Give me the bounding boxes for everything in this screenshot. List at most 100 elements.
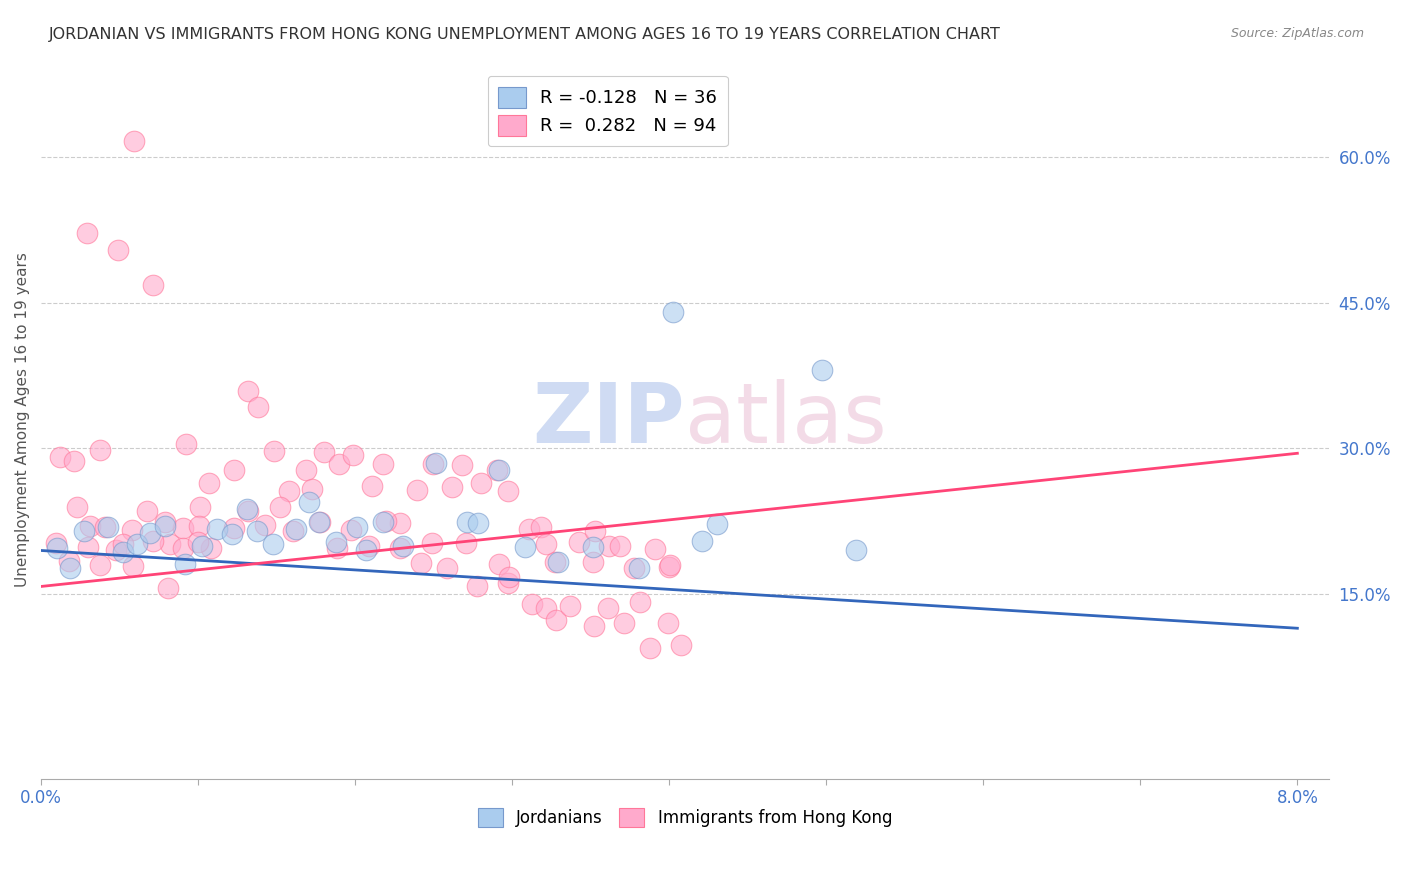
Point <box>269 500 291 514</box>
Point <box>62 454 84 468</box>
Point <box>73 524 96 539</box>
Point <box>657 616 679 631</box>
Point <box>200 541 222 555</box>
Point <box>373 457 395 471</box>
Point <box>89 442 111 457</box>
Point <box>301 483 323 497</box>
Point <box>207 522 229 536</box>
Point <box>441 480 464 494</box>
Point <box>529 520 551 534</box>
Point <box>389 516 412 531</box>
Point <box>547 555 569 569</box>
Point <box>488 557 510 571</box>
Point <box>246 524 269 538</box>
Point <box>312 444 335 458</box>
Point <box>172 521 194 535</box>
Point <box>247 400 270 414</box>
Point <box>76 226 98 240</box>
Point <box>238 384 260 398</box>
Point <box>122 559 145 574</box>
Point <box>456 515 478 529</box>
Point <box>325 541 347 556</box>
Point <box>191 539 214 553</box>
Point <box>405 483 427 498</box>
Point <box>598 539 620 553</box>
Point <box>582 555 605 569</box>
Point <box>391 539 413 553</box>
Point <box>373 515 395 529</box>
Point <box>325 534 347 549</box>
Point <box>285 522 308 536</box>
Point <box>671 639 693 653</box>
Point <box>121 523 143 537</box>
Text: JORDANIAN VS IMMIGRANTS FROM HONG KONG UNEMPLOYMENT AMONG AGES 16 TO 19 YEARS CO: JORDANIAN VS IMMIGRANTS FROM HONG KONG U… <box>49 27 1001 42</box>
Point <box>583 524 606 538</box>
Point <box>515 540 537 554</box>
Point <box>534 537 557 551</box>
Y-axis label: Unemployment Among Ages 16 to 19 years: Unemployment Among Ages 16 to 19 years <box>15 252 30 587</box>
Point <box>623 561 645 575</box>
Point <box>153 515 176 529</box>
Point <box>644 542 666 557</box>
Point <box>236 504 259 518</box>
Point <box>59 560 82 574</box>
Point <box>409 557 432 571</box>
Point <box>308 515 330 529</box>
Point <box>188 500 211 514</box>
Point <box>522 597 544 611</box>
Point <box>613 615 636 630</box>
Point <box>46 541 69 555</box>
Point <box>454 536 477 550</box>
Point <box>361 479 384 493</box>
Point <box>45 536 67 550</box>
Point <box>470 476 492 491</box>
Point <box>374 515 396 529</box>
Point <box>122 134 145 148</box>
Text: ZIP: ZIP <box>533 379 685 459</box>
Point <box>105 543 128 558</box>
Point <box>496 576 519 591</box>
Point <box>534 601 557 615</box>
Point <box>77 541 100 555</box>
Point <box>283 524 305 538</box>
Point <box>628 561 651 575</box>
Point <box>155 519 177 533</box>
Point <box>486 462 509 476</box>
Point <box>425 456 447 470</box>
Point <box>661 305 683 319</box>
Point <box>112 544 135 558</box>
Point <box>638 640 661 655</box>
Point <box>157 581 180 595</box>
Point <box>560 599 582 613</box>
Point <box>598 601 620 615</box>
Point <box>359 539 381 553</box>
Point <box>173 558 195 572</box>
Point <box>58 554 80 568</box>
Point <box>582 619 605 633</box>
Point <box>658 559 681 574</box>
Point <box>142 534 165 549</box>
Point <box>690 534 713 549</box>
Point <box>342 448 364 462</box>
Point <box>263 444 285 458</box>
Point <box>517 522 540 536</box>
Point <box>142 277 165 292</box>
Point <box>609 540 631 554</box>
Point <box>436 560 458 574</box>
Point <box>187 519 209 533</box>
Point <box>107 243 129 257</box>
Point <box>174 437 197 451</box>
Point <box>94 520 117 534</box>
Point <box>159 537 181 551</box>
Point <box>89 558 111 572</box>
Point <box>467 516 489 530</box>
Point <box>112 536 135 550</box>
Point <box>328 457 350 471</box>
Point <box>496 484 519 499</box>
Point <box>420 536 443 550</box>
Point <box>125 537 148 551</box>
Point <box>263 537 285 551</box>
Point <box>49 450 72 464</box>
Point <box>278 484 301 499</box>
Point <box>187 535 209 549</box>
